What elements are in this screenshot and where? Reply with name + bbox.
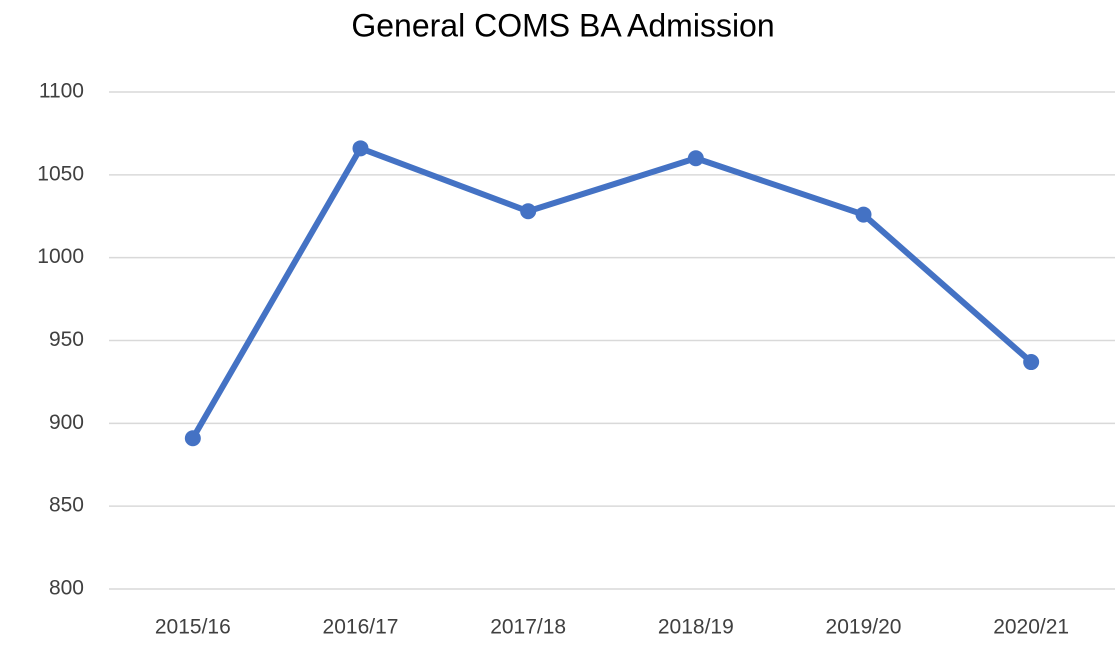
- y-tick-label: 1100: [39, 80, 84, 103]
- x-tick-label: 2015/16: [155, 616, 231, 639]
- marker: [352, 140, 369, 157]
- y-tick-label: 1000: [37, 245, 84, 268]
- y-tick-label: 800: [49, 577, 84, 600]
- x-tick-label: 2016/17: [323, 616, 399, 639]
- marker: [520, 203, 537, 220]
- marker: [1023, 354, 1040, 371]
- x-tick-label: 2020/21: [993, 616, 1069, 639]
- line: [190, 145, 1034, 440]
- y-tick-label: 1050: [37, 162, 84, 185]
- marker: [855, 206, 872, 223]
- marker: [687, 150, 704, 167]
- y-tick-label: 900: [49, 411, 84, 434]
- chart-title: General COMS BA Admission: [351, 7, 774, 43]
- x-tick-label: 2019/20: [826, 616, 902, 639]
- y-tick-label: 850: [49, 494, 84, 517]
- x-tick-label: 2018/19: [658, 616, 734, 639]
- y-tick-label: 950: [49, 328, 84, 351]
- marker: [184, 430, 201, 447]
- x-tick-label: 2017/18: [490, 616, 566, 639]
